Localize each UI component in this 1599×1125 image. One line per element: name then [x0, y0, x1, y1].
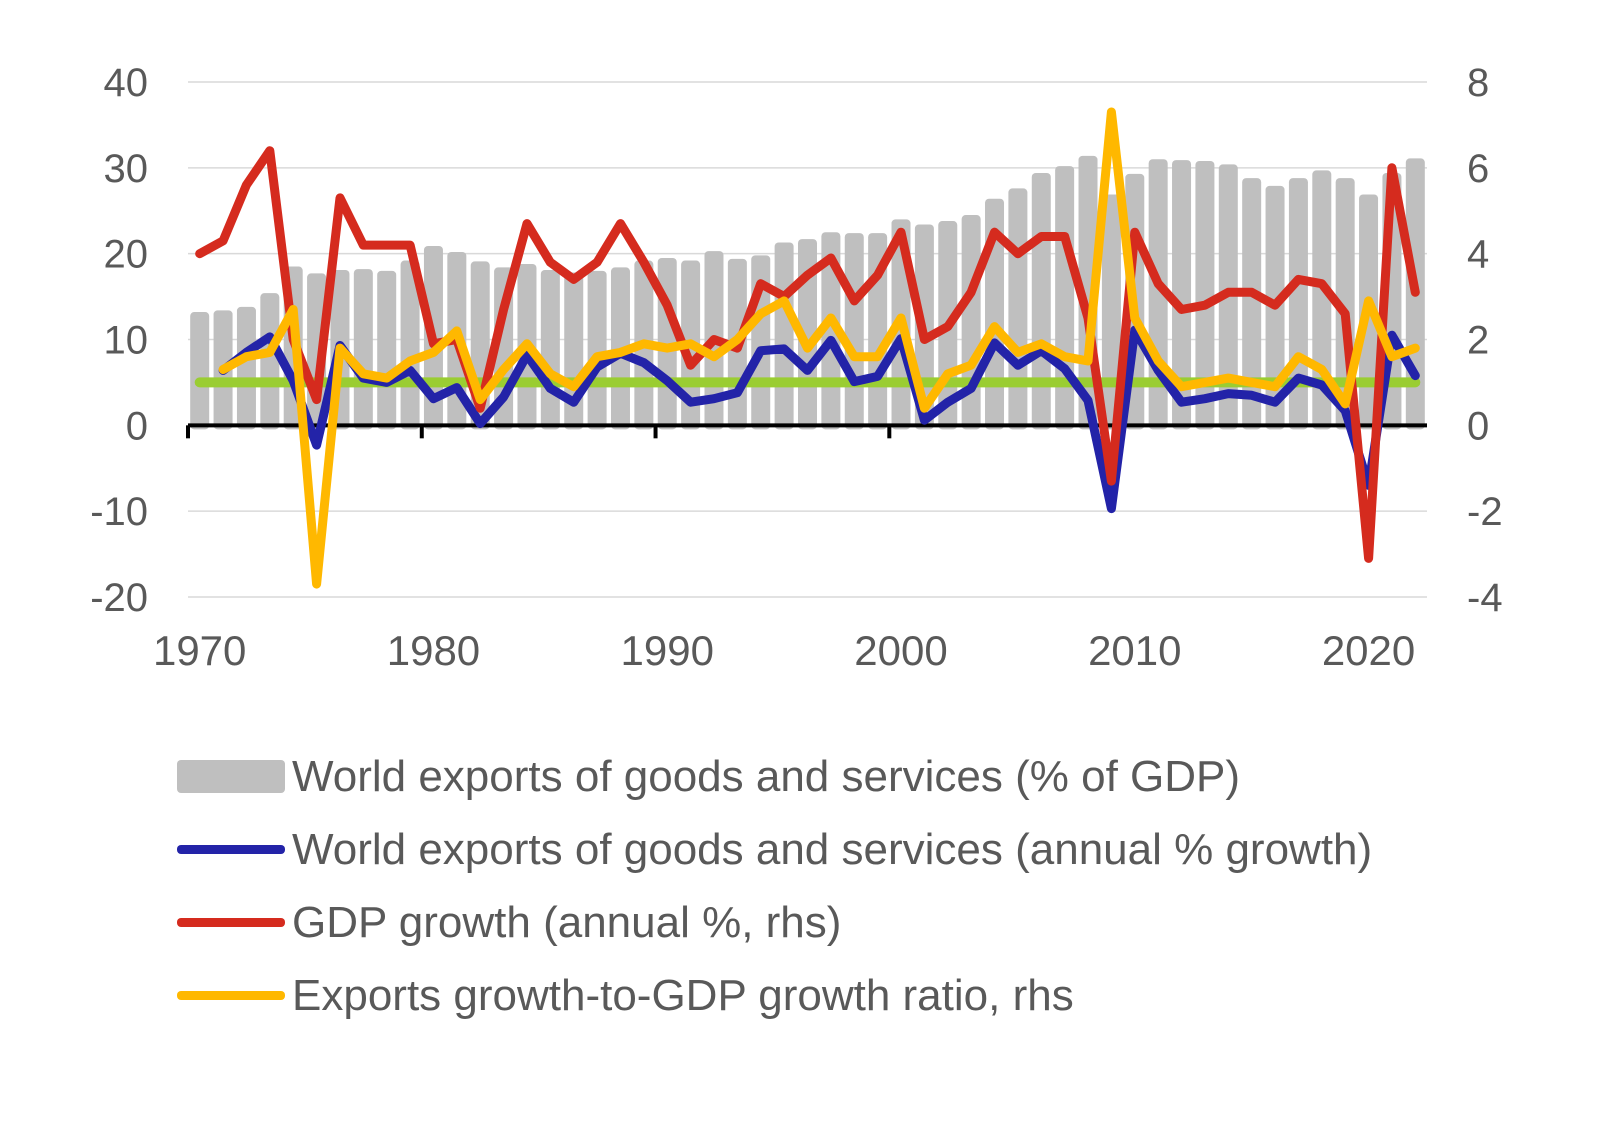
x-tick-label: 1990: [621, 627, 714, 674]
legend-label: World exports of goods and services (% o…: [292, 751, 1241, 801]
y-left-tick-label: 40: [104, 61, 149, 105]
y-right-tick-label: 2: [1467, 319, 1489, 363]
legend-label: GDP growth (annual %, rhs): [292, 897, 842, 947]
legend-item-exports-growth: World exports of goods and services (ann…: [177, 813, 1372, 886]
y-right-tick-label: 0: [1467, 404, 1489, 448]
bar-2012: [1172, 160, 1192, 430]
legend-swatch-bar: [177, 760, 285, 793]
bar-1998: [844, 233, 864, 430]
bar-2009: [1101, 194, 1121, 430]
x-tick-label: 2010: [1088, 627, 1181, 674]
bar-1985: [540, 269, 560, 430]
bar-1972: [236, 306, 256, 430]
y-left-tick-label: 10: [104, 319, 149, 363]
x-axis: [186, 423, 1427, 439]
bar-2017: [1288, 178, 1308, 430]
legend-label: Exports growth-to-GDP growth ratio, rhs: [292, 970, 1074, 1020]
y-left-tick-label: -10: [90, 490, 148, 534]
legend: World exports of goods and services (% o…: [177, 740, 1372, 1032]
series-line-1: [218, 325, 1420, 514]
x-tick-label: 2000: [854, 627, 947, 674]
legend-swatch-line: [177, 845, 285, 854]
bar-1973: [260, 293, 280, 430]
y-right-tick-label: 8: [1467, 61, 1489, 105]
bar-2007: [1055, 166, 1075, 430]
y-right-tick-label: 4: [1467, 233, 1489, 277]
bar-1970: [190, 312, 210, 430]
y-left-tick-label: 30: [104, 147, 149, 191]
bar-2005: [1008, 188, 1028, 430]
series-line-3: [218, 107, 1420, 589]
bar-1995: [774, 242, 794, 430]
lines: [194, 107, 1421, 589]
x-tick-label: 1970: [153, 627, 246, 674]
legend-swatch-line: [177, 991, 285, 1000]
legend-item-exports-share: World exports of goods and services (% o…: [177, 740, 1372, 813]
bar-1987: [587, 270, 607, 430]
x-tick-label: 2020: [1322, 627, 1415, 674]
y-left-tick-label: 20: [104, 233, 149, 277]
y-right-tick-label: -4: [1467, 576, 1503, 620]
y-right-tick-label: 6: [1467, 147, 1489, 191]
bar-2015: [1242, 178, 1262, 430]
bar-1977: [353, 269, 373, 430]
y-left-tick-label: -20: [90, 576, 148, 620]
legend-item-ratio: Exports growth-to-GDP growth ratio, rhs: [177, 959, 1372, 1032]
bar-1978: [377, 270, 397, 430]
legend-item-gdp-growth: GDP growth (annual %, rhs): [177, 886, 1372, 959]
y-right-tick-label: -2: [1467, 490, 1503, 534]
legend-label: World exports of goods and services (ann…: [292, 824, 1373, 874]
y-left-tick-label: 0: [126, 404, 148, 448]
legend-swatch-line: [177, 918, 285, 927]
x-tick-label: 1980: [387, 627, 480, 674]
bar-2006: [1031, 172, 1051, 430]
bar-2013: [1195, 160, 1215, 430]
